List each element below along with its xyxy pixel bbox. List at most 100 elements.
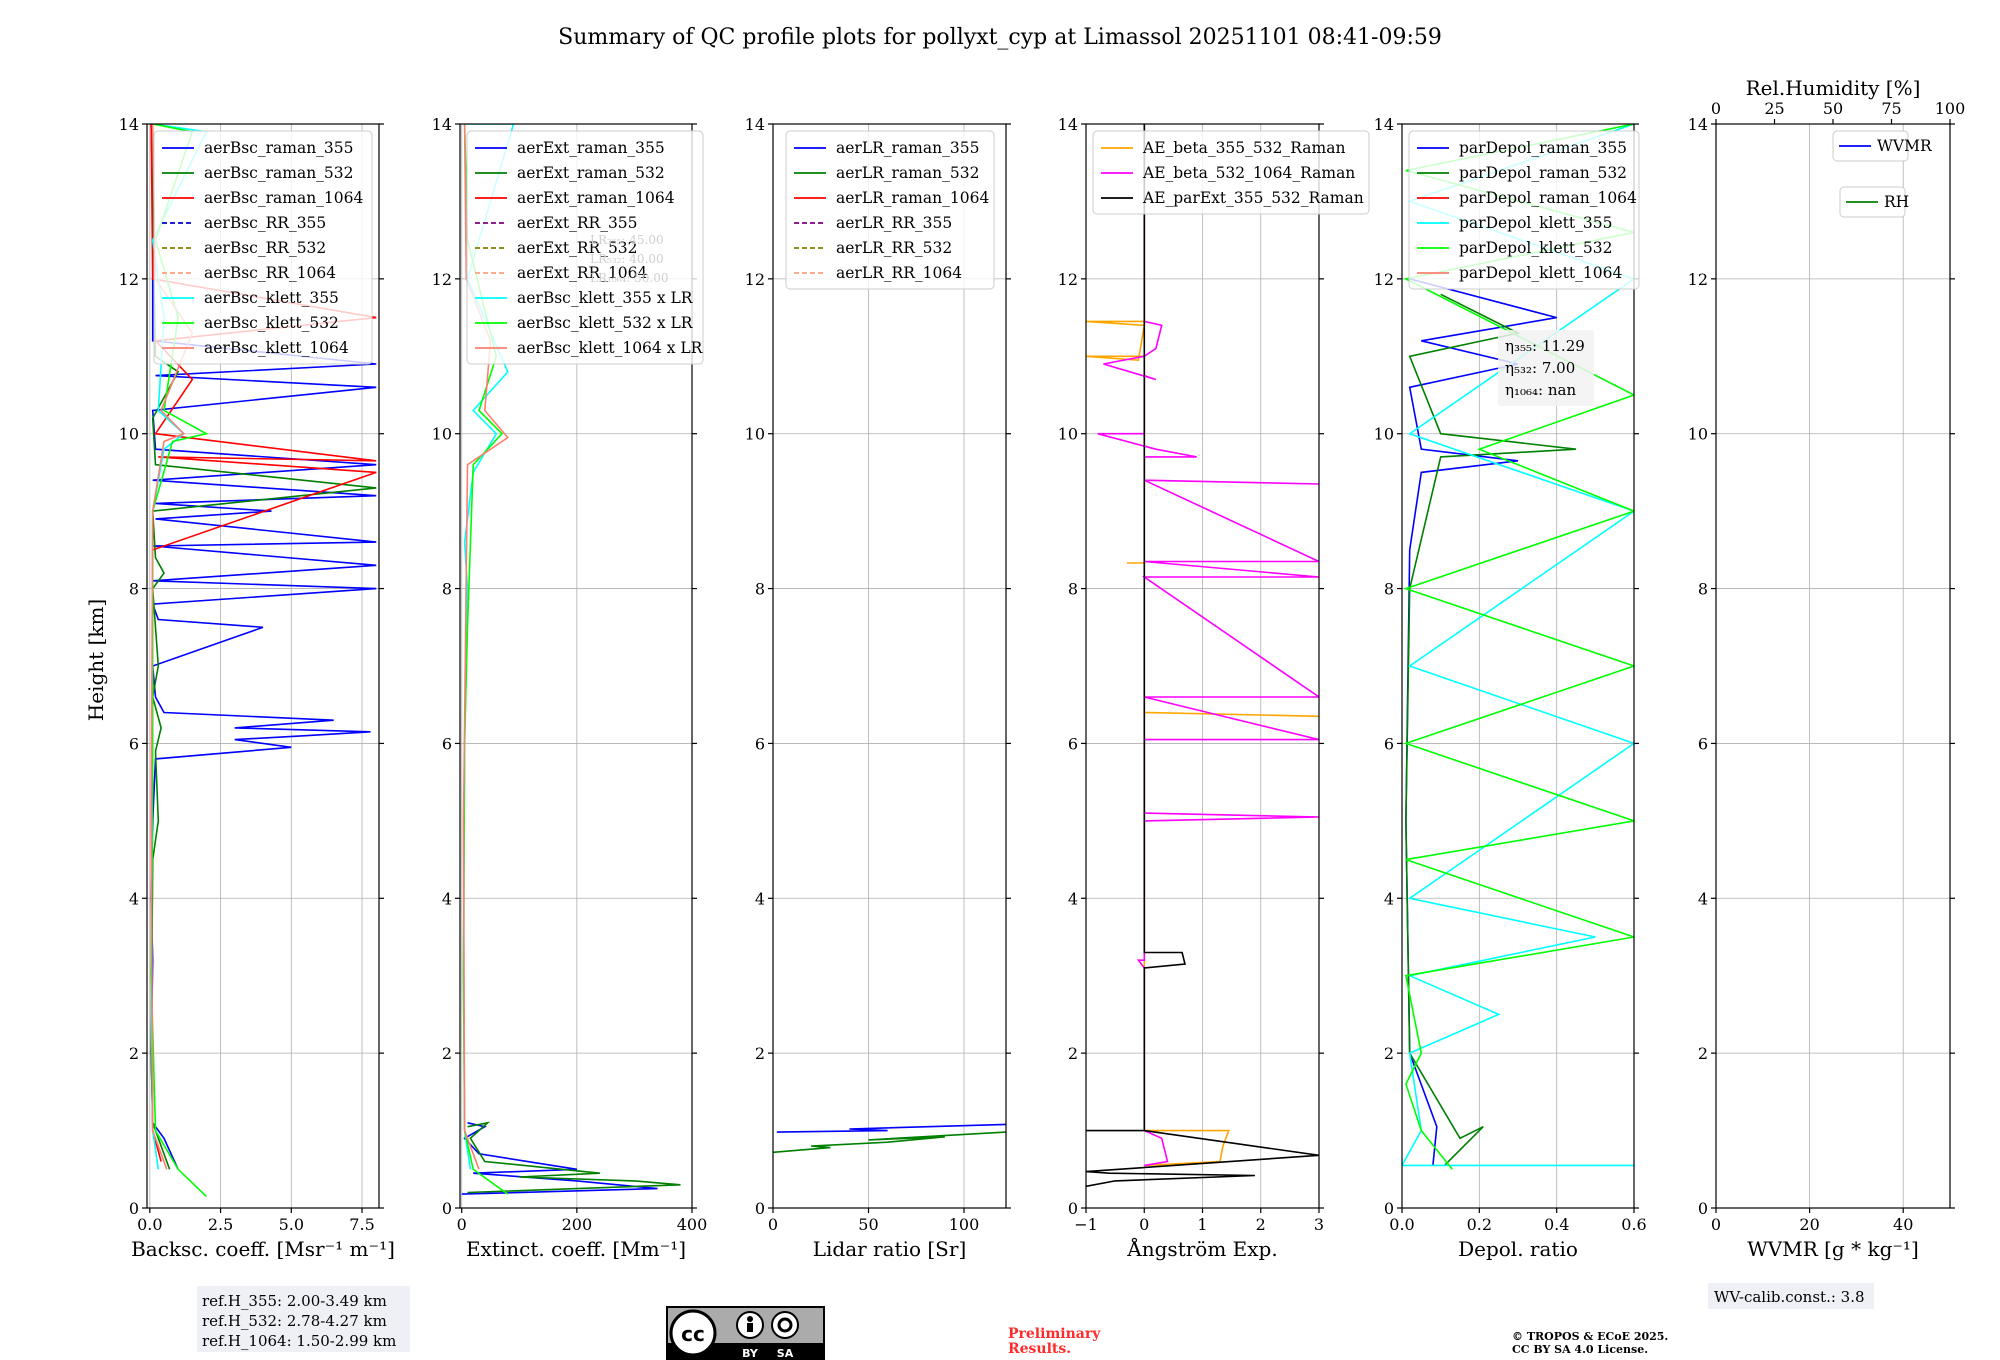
y-tick-label: 4 bbox=[1068, 889, 1078, 908]
legend-label: aerBsc_klett_532 x LR bbox=[517, 314, 694, 332]
cc-icon bbox=[669, 1309, 717, 1357]
legend: parDepol_raman_355 parDepol_raman_532 parD… bbox=[1408, 130, 1640, 290]
series-ae-parext-355-532-raman bbox=[1086, 124, 1319, 1188]
y-tick-label: 0 bbox=[1698, 1199, 1708, 1218]
x-tick-label: 0.6 bbox=[1621, 1215, 1646, 1234]
legend-box bbox=[153, 130, 373, 365]
legend-label: aerBsc_klett_1064 bbox=[204, 339, 349, 357]
y-axis-label: Height [km] bbox=[84, 599, 108, 721]
series-pardepol-raman-532 bbox=[1405, 293, 1577, 1166]
grid bbox=[1085, 123, 1320, 1209]
legend-label: parDepol_klett_532 bbox=[1459, 239, 1612, 257]
top-x-axis-label: Rel.Humidity [%] bbox=[1746, 76, 1921, 100]
y-tick-label: 2 bbox=[1384, 1044, 1394, 1063]
y-tick-label: 12 bbox=[1058, 270, 1078, 289]
y-tick-label: 12 bbox=[1374, 270, 1394, 289]
y-tick-label: 14 bbox=[1688, 115, 1708, 134]
y-tick-label: 14 bbox=[1058, 115, 1078, 134]
y-tick-label: 8 bbox=[442, 580, 452, 599]
legend-label: aerExt_raman_532 bbox=[517, 164, 665, 182]
series-aerlr-raman-532 bbox=[773, 1131, 1006, 1154]
y-tick-label: 4 bbox=[442, 889, 452, 908]
legend-label: aerBsc_klett_532 bbox=[204, 314, 339, 332]
legend-label: AE_beta_355_532_Raman bbox=[1142, 139, 1345, 157]
y-tick-label: 10 bbox=[745, 425, 765, 444]
eta-note: η₃₅₅: 11.29 η₅₃₂: 7.00 η₁₀₆₄: nan bbox=[1498, 330, 1594, 406]
y-tick-label: 6 bbox=[442, 734, 452, 753]
x-tick-label: 0.0 bbox=[137, 1215, 162, 1234]
x-tick-label: 0 bbox=[1139, 1215, 1149, 1234]
legend-label: aerLR_RR_355 bbox=[836, 214, 952, 232]
cc-by-label: BY bbox=[742, 1347, 759, 1360]
legend-label: parDepol_raman_1064 bbox=[1459, 189, 1637, 207]
x-tick-label: 100 bbox=[949, 1215, 980, 1234]
x-tick-label: 1 bbox=[1197, 1215, 1207, 1234]
top-x-tick-label: 100 bbox=[1935, 99, 1966, 118]
y-tick-label: 0 bbox=[442, 1199, 452, 1218]
eta-532: η₅₃₂: 7.00 bbox=[1505, 359, 1575, 377]
legend: aerLR_raman_355 aerLR_raman_532 aerLR_rama… bbox=[785, 130, 995, 290]
series-aerext-raman-532 bbox=[467, 1121, 681, 1194]
legend-label: aerLR_raman_1064 bbox=[836, 189, 989, 207]
panel-depol: 0 2 4 6 8 10 12 14 0.0 0.2 0.4 0.6 Depol. ratio parDe… bbox=[1374, 115, 1647, 1261]
lr-note-1064: LR₁₀₆₄: 50.00 bbox=[590, 271, 668, 285]
y-tick-label: 6 bbox=[1384, 734, 1394, 753]
legend-label: parDepol_raman_355 bbox=[1459, 139, 1627, 157]
x-axis-label: Extinct. coeff. [Mm⁻¹] bbox=[466, 1237, 686, 1261]
x-tick-label: 0 bbox=[457, 1215, 467, 1234]
axes-frame bbox=[146, 123, 380, 1209]
x-tick-label: 0 bbox=[768, 1215, 778, 1234]
legend-label: aerBsc_RR_1064 bbox=[204, 264, 336, 282]
y-tick-label: 12 bbox=[432, 270, 452, 289]
legend-label: RH bbox=[1884, 193, 1909, 211]
x-tick-label: 200 bbox=[562, 1215, 593, 1234]
x-tick-label: 0 bbox=[1711, 1215, 1721, 1234]
legend-rh: RH bbox=[1839, 186, 1909, 218]
x-tick-label: 3 bbox=[1314, 1215, 1324, 1234]
legend: aerExt_raman_355 aerExt_raman_532 aerExt_r… bbox=[466, 130, 704, 365]
x-axis-label: WVMR [g * kg⁻¹] bbox=[1747, 1237, 1919, 1261]
y-tick-label: 10 bbox=[119, 425, 139, 444]
top-x-tick-label: 0 bbox=[1711, 99, 1721, 118]
legend-label: aerLR_raman_355 bbox=[836, 139, 979, 157]
y-tick-label: 10 bbox=[1058, 425, 1078, 444]
y-tick-label: 10 bbox=[432, 425, 452, 444]
legend-label: parDepol_klett_355 bbox=[1459, 214, 1612, 232]
x-axis-label: Depol. ratio bbox=[1458, 1237, 1578, 1261]
y-tick-label: 6 bbox=[1068, 734, 1078, 753]
ref-heights-box: ref.H_355: 2.00-3.49 km ref.H_532: 2.78-… bbox=[197, 1286, 410, 1352]
y-tick-label: 0 bbox=[129, 1199, 139, 1218]
axes-frame bbox=[1715, 123, 1951, 1209]
cc-sa-label: SA bbox=[777, 1347, 794, 1360]
series-pardepol-raman-355 bbox=[1405, 278, 1557, 1166]
series-aerext-raman-355 bbox=[461, 1122, 658, 1195]
sa-share-icon bbox=[771, 1311, 799, 1339]
preliminary-line2: Results. bbox=[1008, 1341, 1071, 1357]
legend-label: aerBsc_raman_1064 bbox=[204, 189, 364, 207]
legend-label: aerBsc_klett_355 x LR bbox=[517, 289, 694, 307]
wv-calib-text: WV-calib.const.: 3.8 bbox=[1714, 1288, 1865, 1306]
copyright-line2: CC BY SA 4.0 License. bbox=[1512, 1343, 1648, 1356]
svg-text:cc: cc bbox=[681, 1322, 705, 1346]
legend-box bbox=[1092, 130, 1370, 215]
y-tick-label: 8 bbox=[1698, 580, 1708, 599]
legend-label: parDepol_raman_532 bbox=[1459, 164, 1627, 182]
series-ae-beta-532-1064-raman bbox=[1097, 124, 1319, 1167]
y-tick-label: 4 bbox=[1384, 889, 1394, 908]
y-tick-label: 10 bbox=[1374, 425, 1394, 444]
legend-label: WVMR bbox=[1877, 137, 1933, 155]
x-tick-label: 50 bbox=[858, 1215, 878, 1234]
top-x-tick-label: 75 bbox=[1881, 99, 1901, 118]
y-tick-label: 0 bbox=[1384, 1199, 1394, 1218]
ref-h-1064: ref.H_1064: 1.50-2.99 km bbox=[202, 1332, 396, 1350]
y-tick-label: 14 bbox=[745, 115, 765, 134]
copyright-line1: © TROPOS & ECoE 2025. bbox=[1512, 1330, 1668, 1343]
series-ae-beta-355-532-raman bbox=[1086, 124, 1319, 1167]
x-tick-label: 2.5 bbox=[208, 1215, 233, 1234]
legend-label: aerLR_raman_532 bbox=[836, 164, 979, 182]
legend-label: aerExt_RR_532 bbox=[517, 239, 638, 257]
top-x-tick-label: 25 bbox=[1764, 99, 1784, 118]
legend-label: aerBsc_RR_532 bbox=[204, 239, 326, 257]
y-tick-label: 14 bbox=[432, 115, 452, 134]
